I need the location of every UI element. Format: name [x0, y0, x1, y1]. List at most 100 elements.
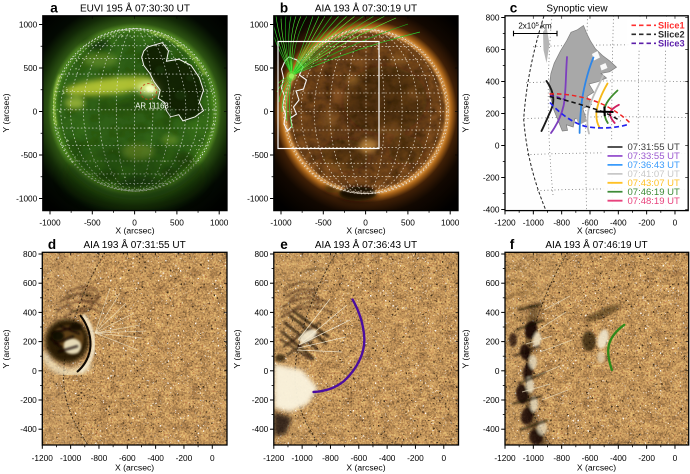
svg-text:-200: -200 [407, 453, 424, 463]
svg-text:-1000: -1000 [247, 194, 269, 204]
svg-text:600: 600 [486, 45, 500, 55]
svg-text:Y (arcsec): Y (arcsec) [232, 329, 242, 368]
svg-text:-1000: -1000 [60, 453, 82, 463]
svg-text:-800: -800 [553, 218, 570, 228]
svg-text:Y (arcsec): Y (arcsec) [1, 93, 11, 132]
svg-text:X (arcsec): X (arcsec) [346, 463, 385, 473]
svg-text:2x105 km: 2x105 km [518, 22, 552, 31]
svg-text:0: 0 [363, 218, 368, 228]
svg-text:AR 11163: AR 11163 [135, 101, 169, 110]
svg-text:07:41:07 UT: 07:41:07 UT [628, 169, 680, 180]
svg-text:500: 500 [254, 63, 268, 73]
svg-text:-1200: -1200 [494, 453, 516, 463]
svg-text:0: 0 [673, 218, 678, 228]
svg-text:Y (arcsec): Y (arcsec) [232, 93, 242, 132]
svg-text:-400: -400 [147, 453, 164, 463]
svg-text:-400: -400 [483, 424, 500, 434]
svg-text:-1200: -1200 [494, 218, 516, 228]
svg-text:-1000: -1000 [523, 453, 545, 463]
svg-text:1000: 1000 [250, 20, 269, 30]
svg-text:-1000: -1000 [16, 194, 38, 204]
svg-text:-800: -800 [553, 453, 570, 463]
svg-text:-400: -400 [610, 218, 627, 228]
svg-text:X (arcsec): X (arcsec) [115, 226, 154, 236]
svg-text:600: 600 [254, 278, 268, 288]
svg-text:X (arcsec): X (arcsec) [577, 463, 616, 473]
svg-text:0: 0 [673, 453, 678, 463]
svg-text:Y (arcsec): Y (arcsec) [1, 329, 11, 368]
svg-text:-600: -600 [582, 453, 599, 463]
svg-text:Slice1: Slice1 [658, 20, 685, 30]
svg-text:AIA 193 Å 07:46:19 UT: AIA 193 Å 07:46:19 UT [545, 238, 647, 251]
svg-text:AIA 193 Å 07:30:19 UT: AIA 193 Å 07:30:19 UT [315, 2, 417, 15]
svg-text:0: 0 [264, 366, 269, 376]
svg-text:800: 800 [254, 249, 268, 259]
svg-text:-1000: -1000 [523, 218, 545, 228]
svg-text:200: 200 [23, 337, 37, 347]
svg-text:f: f [510, 237, 515, 252]
svg-text:200: 200 [254, 337, 268, 347]
svg-text:800: 800 [486, 249, 500, 259]
svg-text:-200: -200 [20, 395, 37, 405]
svg-text:600: 600 [486, 278, 500, 288]
svg-text:-200: -200 [483, 173, 500, 183]
svg-text:Slice2: Slice2 [658, 29, 685, 39]
svg-text:Y (arcsec): Y (arcsec) [461, 329, 471, 368]
svg-text:0: 0 [33, 107, 38, 117]
svg-text:600: 600 [23, 278, 37, 288]
svg-text:-600: -600 [582, 218, 599, 228]
svg-text:800: 800 [23, 249, 37, 259]
svg-text:0: 0 [210, 453, 215, 463]
svg-text:200: 200 [486, 337, 500, 347]
svg-text:1000: 1000 [441, 218, 460, 228]
svg-text:-1000: -1000 [270, 218, 292, 228]
svg-text:500: 500 [23, 63, 37, 73]
svg-text:400: 400 [23, 307, 37, 317]
svg-text:-600: -600 [350, 453, 367, 463]
svg-text:X (arcsec): X (arcsec) [346, 226, 385, 236]
svg-text:0: 0 [264, 107, 269, 117]
svg-text:-800: -800 [91, 453, 108, 463]
svg-text:0: 0 [441, 453, 446, 463]
svg-text:07:31:55 UT: 07:31:55 UT [628, 142, 680, 153]
svg-text:-500: -500 [315, 218, 332, 228]
svg-text:-500: -500 [84, 218, 101, 228]
svg-text:e: e [280, 237, 288, 252]
svg-text:-400: -400 [252, 424, 269, 434]
svg-text:400: 400 [486, 77, 500, 87]
svg-text:-400: -400 [20, 424, 37, 434]
svg-text:-600: -600 [119, 453, 136, 463]
svg-text:d: d [48, 237, 56, 252]
svg-text:-200: -200 [176, 453, 193, 463]
svg-text:-1200: -1200 [32, 453, 54, 463]
svg-text:500: 500 [170, 218, 184, 228]
svg-text:-200: -200 [638, 453, 655, 463]
svg-text:0: 0 [132, 218, 137, 228]
svg-text:-1000: -1000 [292, 453, 314, 463]
svg-text:-800: -800 [322, 453, 339, 463]
svg-text:0: 0 [495, 141, 500, 151]
svg-text:b: b [280, 1, 288, 16]
svg-text:Y (arcsec): Y (arcsec) [461, 93, 471, 132]
svg-text:-400: -400 [379, 453, 396, 463]
svg-text:a: a [50, 1, 58, 16]
svg-text:07:48:19 UT: 07:48:19 UT [628, 196, 680, 207]
svg-text:07:46:19 UT: 07:46:19 UT [628, 187, 680, 198]
svg-text:07:33:55 UT: 07:33:55 UT [628, 151, 680, 162]
svg-text:Synoptic view: Synoptic view [546, 4, 608, 15]
svg-text:AIA 193 Å 07:31:55 UT: AIA 193 Å 07:31:55 UT [83, 238, 185, 251]
svg-text:07:43:07 UT: 07:43:07 UT [628, 178, 680, 189]
svg-text:400: 400 [486, 307, 500, 317]
svg-text:-500: -500 [21, 150, 38, 160]
svg-text:-500: -500 [252, 150, 269, 160]
svg-text:-1000: -1000 [39, 218, 61, 228]
svg-text:c: c [510, 1, 518, 16]
svg-text:-200: -200 [638, 218, 655, 228]
svg-text:X (arcsec): X (arcsec) [577, 226, 616, 236]
svg-text:0: 0 [495, 366, 500, 376]
svg-text:400: 400 [254, 307, 268, 317]
svg-text:-200: -200 [483, 395, 500, 405]
svg-text:-400: -400 [610, 453, 627, 463]
svg-text:800: 800 [486, 13, 500, 23]
svg-text:X (arcsec): X (arcsec) [115, 463, 154, 473]
